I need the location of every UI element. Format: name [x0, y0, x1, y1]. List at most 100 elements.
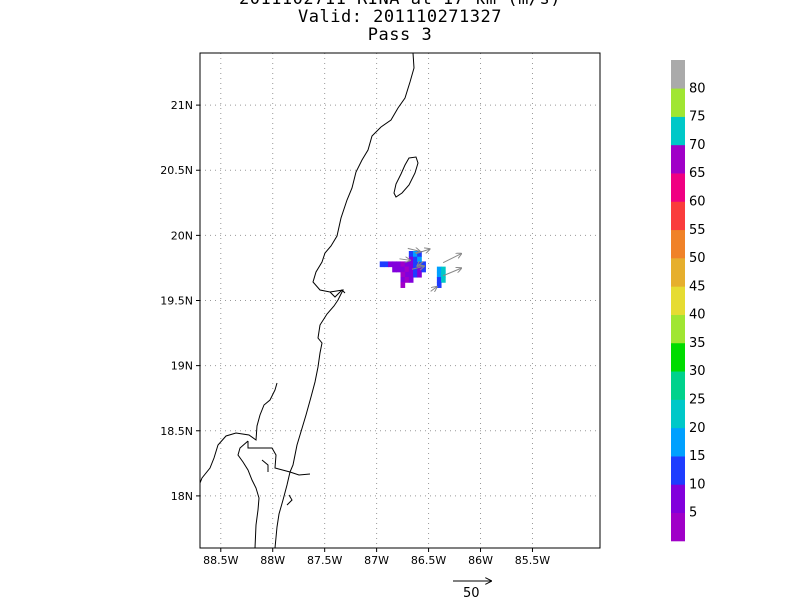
- colorbar-label: 50: [689, 251, 706, 266]
- wind-vectors: [399, 248, 461, 291]
- wind-cell: [441, 266, 446, 273]
- wind-cell: [417, 256, 422, 262]
- wind-cell: [379, 261, 385, 268]
- wind-cell: [400, 277, 406, 283]
- y-tick-label: 20N: [171, 229, 193, 242]
- wind-cell: [421, 266, 426, 273]
- y-tick-label: 20.5N: [160, 164, 193, 177]
- wind-cell: [412, 266, 418, 273]
- colorbar-bin: [671, 342, 685, 372]
- coastline: [200, 53, 419, 548]
- x-tick-label: 86.5W: [411, 554, 446, 567]
- title-line-3: Pass 3: [367, 25, 433, 45]
- colorbar-bin: [671, 286, 685, 315]
- wind-vector: [415, 249, 430, 255]
- colorbar-label: 20: [689, 421, 706, 436]
- wind-cell: [417, 271, 422, 278]
- wind-cell: [392, 261, 397, 268]
- colorbar-bin: [671, 144, 685, 174]
- y-axis-ticks: 18N 18.5N 19N 19.5N 20N 20.5N 21N: [160, 99, 200, 503]
- colorbar: 5 10 15 20 25 30 35 40 45 50 55 60 65 70 75 80: [671, 60, 706, 542]
- y-tick-label: 19N: [171, 360, 193, 373]
- wind-cell: [412, 261, 418, 268]
- wind-cell: [441, 277, 446, 283]
- wind-cell: [436, 271, 442, 278]
- wind-cell: [408, 271, 414, 278]
- colorbar-label: 40: [689, 308, 706, 323]
- colorbar-label: 65: [689, 166, 706, 181]
- colorbar-bin: [671, 258, 685, 287]
- colorbar-bin: [671, 399, 685, 429]
- wind-cell: [388, 261, 393, 268]
- title-line-1: 2011102711 RINA at 17 km (m/s): [0, 0, 800, 8]
- colorbar-label: 80: [689, 81, 706, 96]
- y-tick-label: 18N: [171, 490, 193, 503]
- vector-reference: 50: [453, 581, 491, 600]
- wind-cell: [404, 266, 410, 273]
- colorbar-label: 45: [689, 279, 706, 294]
- wind-cell: [441, 271, 446, 278]
- colorbar-bin: [671, 116, 685, 146]
- x-tick-label: 85.5W: [515, 554, 550, 567]
- wind-cell: [436, 282, 442, 288]
- wind-cell: [412, 271, 418, 278]
- x-tick-label: 87.5W: [307, 554, 342, 567]
- wind-cell: [396, 261, 402, 268]
- wind-cell: [400, 282, 406, 288]
- colorbar-label: 70: [689, 138, 706, 153]
- wind-cell: [392, 266, 397, 273]
- colorbar-bin: [671, 229, 685, 259]
- wind-cell: [412, 256, 418, 262]
- colorbar-label: 55: [689, 223, 706, 238]
- wind-vector: [442, 254, 461, 264]
- colorbar-label: 35: [689, 336, 706, 351]
- colorbar-label: 75: [689, 110, 706, 125]
- y-tick-label: 21N: [171, 99, 193, 112]
- wind-cell: [408, 251, 414, 257]
- colorbar-bin: [671, 484, 685, 514]
- wind-cell: [436, 277, 442, 283]
- wind-cell: [408, 266, 414, 273]
- wind-cell: [408, 277, 414, 283]
- colorbar-bin: [671, 427, 685, 457]
- wind-vector: [411, 266, 424, 269]
- reference-arrow-label: 50: [463, 586, 480, 600]
- colorbar-bin: [671, 88, 685, 117]
- colorbar-bin: [671, 60, 685, 89]
- wind-cell: [383, 261, 389, 268]
- x-tick-label: 87W: [364, 554, 389, 567]
- colorbar-label: 60: [689, 194, 706, 209]
- colorbar-label: 30: [689, 364, 706, 379]
- x-tick-label: 88W: [260, 554, 285, 567]
- wind-cell: [408, 261, 414, 268]
- wind-cell: [400, 271, 406, 278]
- colorbar-label: 10: [689, 477, 706, 492]
- colorbar-bin: [671, 201, 685, 231]
- grid-lines: [200, 53, 600, 548]
- colorbar-bin: [671, 314, 685, 344]
- wind-vector: [430, 287, 437, 292]
- wind-vector: [399, 259, 410, 261]
- x-tick-label: 88.5W: [203, 554, 238, 567]
- wind-vector: [407, 248, 420, 251]
- y-tick-label: 19.5N: [160, 295, 193, 308]
- colorbar-bin: [671, 371, 685, 400]
- colorbar-label: 5: [689, 506, 697, 521]
- colorbar-label: 15: [689, 449, 706, 464]
- wind-cell: [404, 277, 410, 283]
- wind-cell: [412, 251, 418, 257]
- colorbar-label: 25: [689, 393, 706, 408]
- wind-cell: [400, 266, 406, 273]
- wind-cell: [408, 256, 414, 262]
- y-tick-label: 18.5N: [160, 425, 193, 438]
- x-tick-label: 86W: [468, 554, 493, 567]
- wind-cell: [417, 251, 422, 257]
- colorbar-bin: [671, 173, 685, 202]
- x-axis-ticks: 88.5W 88W 87.5W 87W 86.5W 86W 85.5W: [203, 548, 550, 567]
- title-line-2: Valid: 201110271327: [298, 7, 502, 27]
- colorbar-bin: [671, 512, 685, 542]
- colorbar-bin: [671, 456, 685, 485]
- wind-cell: [396, 266, 402, 273]
- wind-cell: [436, 266, 442, 273]
